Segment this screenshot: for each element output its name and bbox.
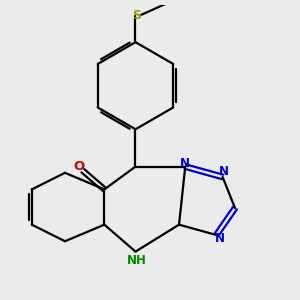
Text: N: N xyxy=(219,166,229,178)
Text: O: O xyxy=(74,160,85,173)
Text: N: N xyxy=(215,232,225,245)
Text: NH: NH xyxy=(126,254,146,267)
Text: S: S xyxy=(132,9,141,22)
Text: N: N xyxy=(179,157,189,170)
